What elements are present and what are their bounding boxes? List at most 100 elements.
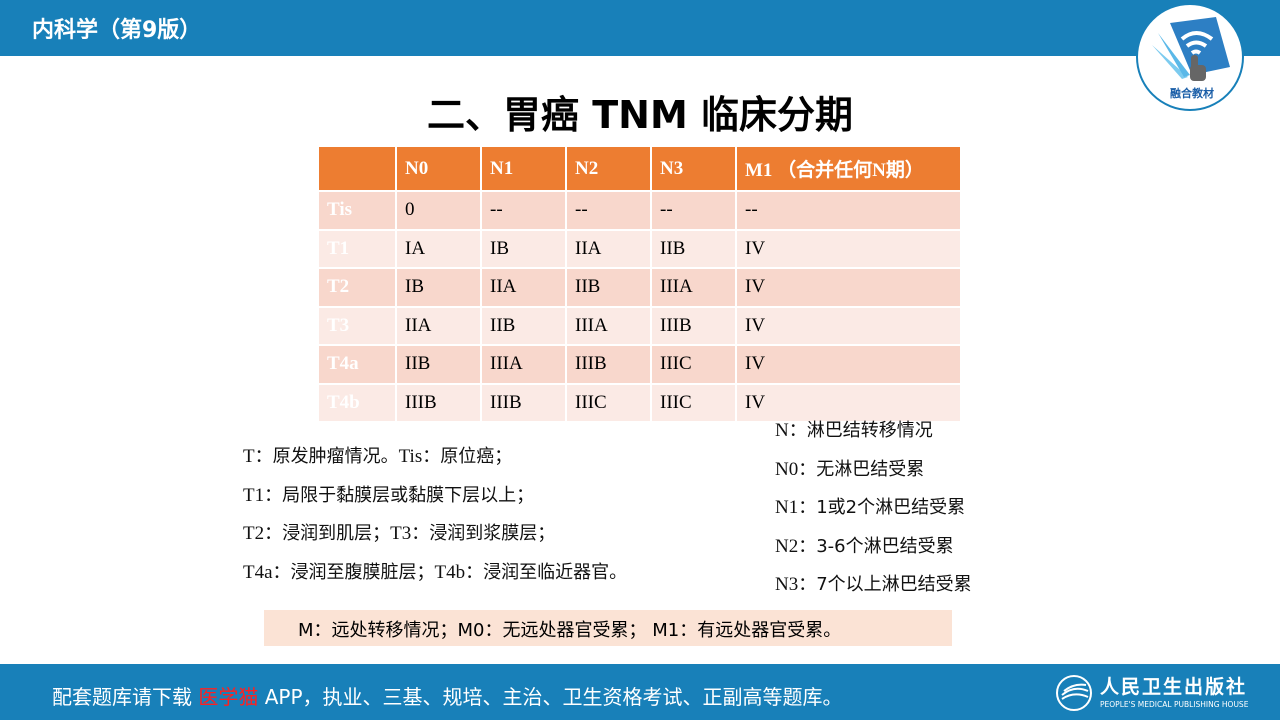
n-note-line: N2：3-6个淋巴结受累 — [775, 528, 972, 567]
footer-text-before: 配套题库请下载 — [52, 685, 199, 709]
n-note-part: N0 — [775, 458, 799, 480]
t-note-part: ：浸润至腹膜脏层； — [272, 561, 435, 583]
row-header: Tis — [319, 191, 397, 231]
row-header: T4a — [319, 345, 397, 385]
n-note-part: N2 — [775, 535, 799, 557]
table-row: T2 IB IIA IIB IIIA IV — [319, 268, 962, 308]
table-cell: IIIB — [481, 383, 567, 423]
t-note-line: T4a：浸润至腹膜脏层；T4b：浸润至临近器官。 — [243, 554, 627, 593]
n-note-part: ：3-6个淋巴结受累 — [798, 535, 954, 557]
header-bar: 内科学（第9版） — [0, 0, 1280, 56]
table-cell: IIIC — [651, 383, 737, 423]
table-cell: IIIA — [651, 268, 737, 308]
table-row: T4b IIIB IIIB IIIC IIIC IV — [319, 383, 962, 423]
t-note-part: ：原位癌； — [422, 446, 513, 467]
app-name-highlight: 医学猫 — [198, 685, 259, 709]
n-note-part: N1 — [775, 497, 799, 518]
table-row: Tis 0 -- -- -- -- — [319, 191, 962, 231]
table-cell: -- — [651, 191, 737, 231]
svg-text:融合教材: 融合教材 — [1170, 86, 1214, 100]
n-note-line: N：淋巴结转移情况 — [775, 412, 972, 451]
publisher-emblem-icon — [1056, 675, 1092, 711]
t-note-part: ：浸润到肌层； — [264, 523, 391, 544]
t-note-part: ：局限于黏膜层或黏膜下层以上； — [264, 484, 535, 506]
table-cell: IB — [396, 268, 482, 308]
table-cell: IA — [396, 229, 482, 269]
table-cell: IV — [736, 229, 962, 269]
t-note-part: T4a — [243, 561, 273, 583]
publisher-name-en: PEOPLE'S MEDICAL PUBLISHING HOUSE — [1100, 700, 1249, 709]
table-cell: IIB — [396, 345, 482, 385]
table-cell: IIB — [651, 229, 737, 269]
table-cell: IV — [736, 306, 962, 346]
n-note-part: ：淋巴结转移情况 — [788, 420, 933, 441]
t-notes: T：原发肿瘤情况。Tis：原位癌； T1：局限于黏膜层或黏膜下层以上； T2：浸润到… — [243, 438, 627, 592]
m-note: M：远处转移情况；M0：无远处器官受累； M1：有远处器官受累。 — [264, 610, 952, 646]
column-header: N2 — [566, 147, 652, 192]
t-note-line: T2：浸润到肌层；T3：浸润到浆膜层； — [243, 515, 627, 554]
table-cell: IB — [481, 229, 567, 269]
n-note-line: N1：1或2个淋巴结受累 — [775, 489, 972, 528]
publisher-name-cn: 人民卫生出版社 — [1100, 676, 1248, 698]
table-cell: IIIB — [651, 306, 737, 346]
book-title: 内科学（第9版） — [32, 18, 202, 43]
t-note-part: T — [243, 446, 255, 467]
t-note-line: T1：局限于黏膜层或黏膜下层以上； — [243, 477, 627, 516]
t-note-part: T4b — [434, 561, 466, 583]
t-note-part: ：原发肿瘤情况。 — [254, 446, 399, 467]
table-cell: IIA — [566, 229, 652, 269]
t-note-part: ：浸润至临近器官。 — [465, 561, 628, 583]
n-note-line: N3：7个以上淋巴结受累 — [775, 566, 972, 605]
table-cell: IIA — [396, 306, 482, 346]
footer-text-after: APP，执业、三基、规培、主治、卫生资格考试、正副高等题库。 — [258, 685, 843, 709]
row-header: T3 — [319, 306, 397, 346]
tnm-staging-table: N0 N1 N2 N3 M1 （合并任何N期） Tis 0 -- -- -- -- T1 IA… — [319, 147, 962, 423]
table-cell: IIB — [566, 268, 652, 308]
footer-text: 配套题库请下载 医学猫 APP，执业、三基、规培、主治、卫生资格考试、正副高等题… — [52, 681, 843, 710]
table-cell: IIB — [481, 306, 567, 346]
n-note-part: N — [775, 420, 789, 441]
table-cell: IIIC — [651, 345, 737, 385]
column-header: N0 — [396, 147, 482, 192]
column-header: M1 （合并任何N期） — [736, 147, 962, 192]
t-note-part: ：浸润到浆膜层； — [411, 523, 556, 544]
row-header: T1 — [319, 229, 397, 269]
table-cell: IIIA — [566, 306, 652, 346]
table-cell: IIIB — [396, 383, 482, 423]
column-header — [319, 147, 397, 192]
slide-title: 二、胃癌 TNM 临床分期 — [427, 93, 853, 137]
table-header-row: N0 N1 N2 N3 M1 （合并任何N期） — [319, 147, 962, 192]
table-cell: -- — [566, 191, 652, 231]
table-row: T1 IA IB IIA IIB IV — [319, 229, 962, 269]
table-cell: IIIC — [566, 383, 652, 423]
n-note-part: ：7个以上淋巴结受累 — [798, 574, 972, 595]
table-cell: -- — [736, 191, 962, 231]
table-cell: IIIB — [566, 345, 652, 385]
column-header: N1 — [481, 147, 567, 192]
wifi-hand-icon: 融合教材 — [1152, 17, 1230, 100]
n-note-part: N3 — [775, 574, 799, 595]
fusion-textbook-logo: 融合教材 — [1136, 3, 1244, 111]
n-notes: N：淋巴结转移情况 N0：无淋巴结受累 N1：1或2个淋巴结受累 N2：3-6个淋巴结… — [775, 412, 972, 605]
table-cell: IV — [736, 345, 962, 385]
table-cell: -- — [481, 191, 567, 231]
t-note-line: T：原发肿瘤情况。Tis：原位癌； — [243, 438, 627, 477]
t-note-part: T2 — [243, 523, 265, 544]
table-cell: IV — [736, 383, 962, 423]
table-cell: 0 — [396, 191, 482, 231]
row-header: T2 — [319, 268, 397, 308]
t-note-part: T3 — [390, 523, 412, 544]
table-cell: IIIA — [481, 345, 567, 385]
n-note-part: ：1或2个淋巴结受累 — [798, 497, 966, 518]
table-cell: IIA — [481, 268, 567, 308]
t-note-part: Tis — [398, 446, 423, 467]
footer-bar: 配套题库请下载 医学猫 APP，执业、三基、规培、主治、卫生资格考试、正副高等题… — [0, 664, 1280, 720]
row-header: T4b — [319, 383, 397, 423]
publisher-logo: 人民卫生出版社 PEOPLE'S MEDICAL PUBLISHING HOUS… — [1054, 672, 1269, 714]
table-row: T4a IIB IIIA IIIB IIIC IV — [319, 345, 962, 385]
n-note-line: N0：无淋巴结受累 — [775, 451, 972, 490]
table-row: T3 IIA IIB IIIA IIIB IV — [319, 306, 962, 346]
column-header: N3 — [651, 147, 737, 192]
table-cell: IV — [736, 268, 962, 308]
n-note-part: ：无淋巴结受累 — [798, 458, 925, 480]
